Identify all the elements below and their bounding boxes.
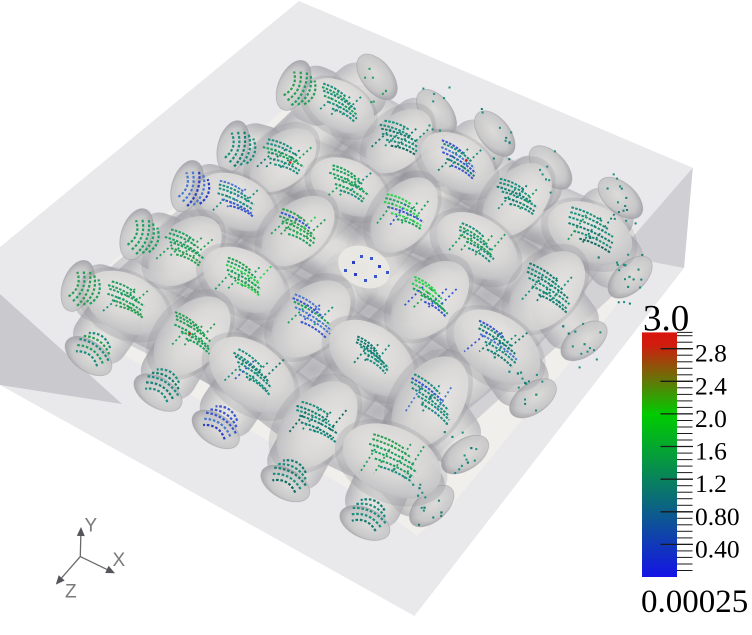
svg-text:2.8: 2.8: [695, 339, 727, 368]
svg-text:2.4: 2.4: [695, 371, 727, 400]
svg-text:Y: Y: [85, 516, 98, 537]
svg-text:1.6: 1.6: [695, 437, 727, 466]
svg-text:0.00025: 0.00025: [641, 584, 748, 620]
svg-text:1.2: 1.2: [695, 469, 727, 498]
svg-text:0.80: 0.80: [695, 502, 740, 531]
svg-text:X: X: [113, 550, 126, 571]
svg-text:3.0: 3.0: [643, 299, 689, 340]
svg-text:Z: Z: [65, 582, 77, 603]
svg-text:2.0: 2.0: [695, 404, 727, 433]
svg-text:0.40: 0.40: [695, 534, 740, 563]
